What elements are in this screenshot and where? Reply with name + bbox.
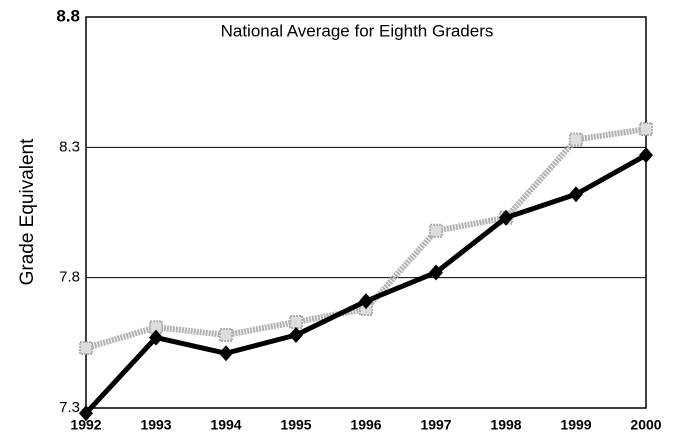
x-tick-label: 1992	[70, 417, 101, 433]
marker	[79, 405, 93, 422]
x-tick-label: 1999	[560, 417, 591, 433]
x-tick-label: 1994	[210, 417, 241, 433]
y-tick-label: 7.3	[59, 399, 80, 416]
marker	[289, 314, 303, 329]
y-tick-label: 8.3	[59, 138, 80, 155]
marker	[79, 341, 93, 356]
marker	[359, 293, 373, 310]
marker	[219, 345, 233, 362]
marker	[219, 328, 233, 343]
marker	[149, 329, 163, 346]
marker	[639, 147, 653, 164]
marker	[569, 186, 583, 203]
marker	[569, 132, 583, 147]
x-tick-label: 1997	[420, 417, 451, 433]
marker	[429, 264, 443, 281]
series-line	[84, 152, 648, 415]
marker	[639, 122, 653, 137]
x-tick-label: 1995	[280, 417, 311, 433]
marker	[429, 223, 443, 238]
marker	[289, 327, 303, 344]
x-tick-label: 2000	[630, 417, 661, 433]
marker	[499, 209, 513, 226]
y-tick-label: 8.8	[56, 6, 80, 25]
y-axis-label: Grade Equivalent	[17, 138, 38, 286]
chart-title: National Average for Eighth Graders	[221, 21, 494, 40]
x-tick-label: 1993	[140, 417, 171, 433]
y-tick-label: 7.8	[59, 269, 80, 286]
x-tick-label: 1998	[490, 417, 521, 433]
plot-area	[85, 16, 647, 409]
x-tick-label: 1996	[350, 417, 381, 433]
